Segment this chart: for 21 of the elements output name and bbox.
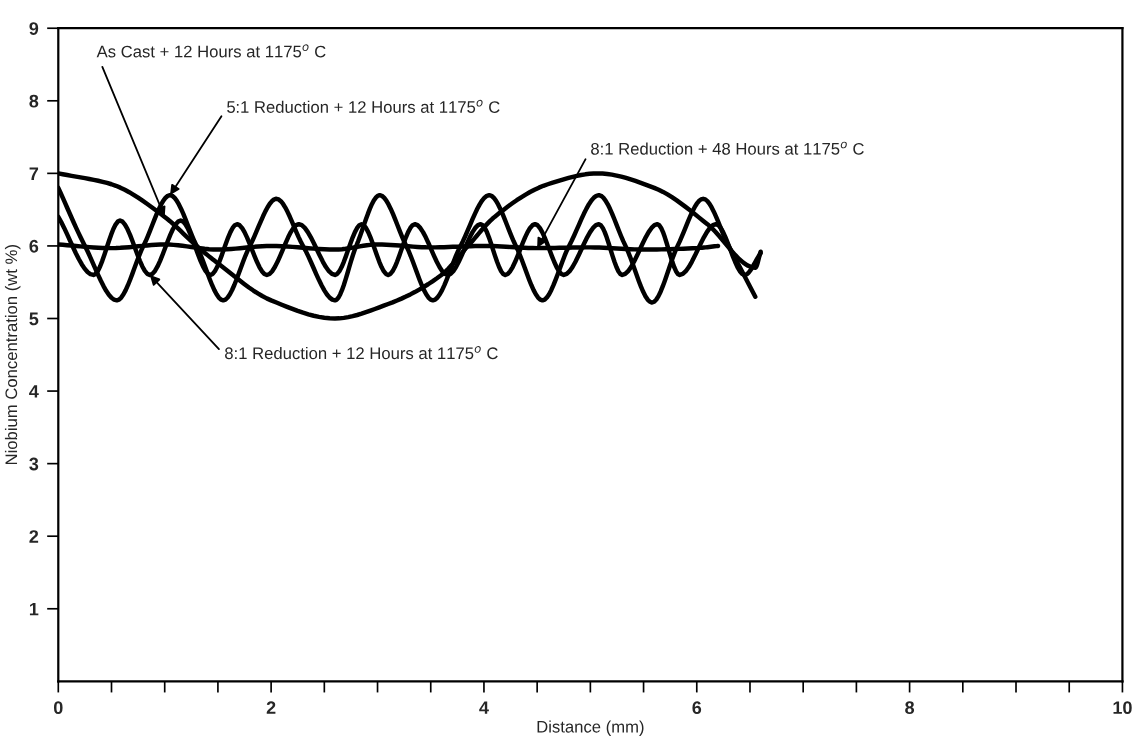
x-tick-label: 2 [266,701,276,714]
y-axis-title: Niobium Concentration (wt %) [4,245,21,465]
x-axis-title: Distance (mm) [537,720,644,736]
x-tick-label: 10 [1113,701,1132,715]
y-tick-label: 9 [29,22,39,35]
y-tick-label: 4 [29,385,39,398]
y-tick-label: 3 [29,457,39,471]
text: 8:1 Reduction + 48 Hours at 1175$^{o}$ C [591,141,864,155]
y-tick-label: 1 [29,602,39,616]
text: As Cast + 12 Hours at 1175$^{o}$ C [96,44,326,58]
x-tick-label: 6 [692,701,702,715]
x-tick-label: 0 [53,701,63,715]
text: 5:1 Reduction + 12 Hours at 1175$^{o}$ C [227,99,500,113]
y-tick-label: 5 [29,312,39,326]
x-tick-label: 4 [479,701,489,714]
y-tick-label: 6 [29,239,39,253]
x-tick-label: 8 [905,701,915,715]
y-tick-label: 8 [29,94,39,108]
text: 8:1 Reduction + 12 Hours at 1175$^{o}$ C [225,346,498,360]
y-tick-label: 2 [29,530,39,543]
y-tick-label: 7 [29,167,39,180]
